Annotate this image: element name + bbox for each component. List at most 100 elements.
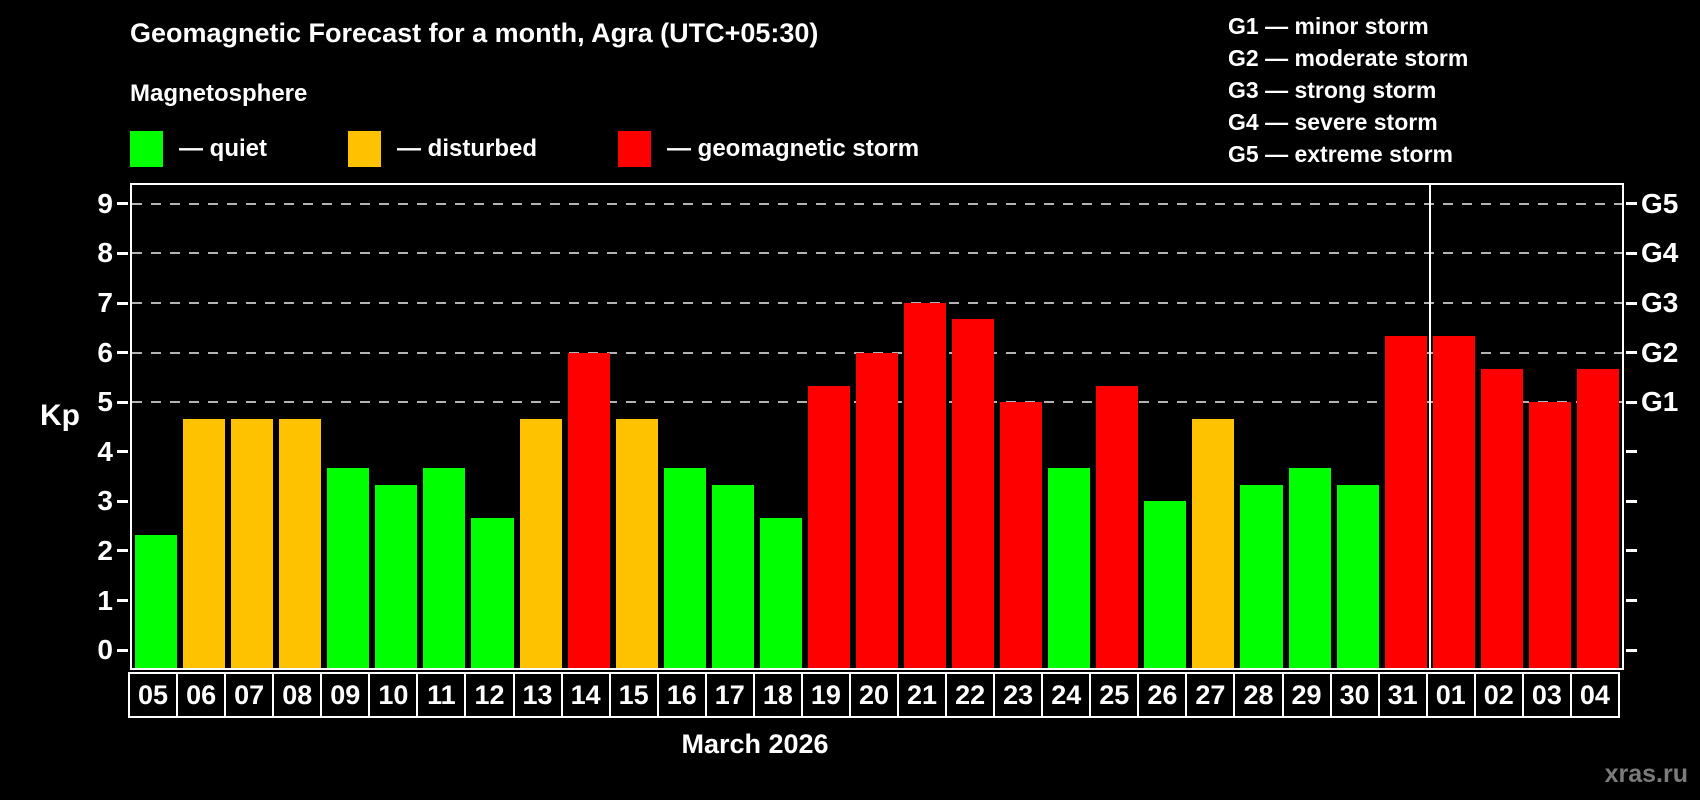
axis-tick-tick-right-kp5 <box>1626 400 1637 404</box>
axis-tick-tick-right-kp9 <box>1626 202 1637 206</box>
kp-bar-day-13 <box>519 418 562 668</box>
day-label-22: 22 <box>945 672 996 718</box>
kp-bar-day-12 <box>471 517 514 668</box>
day-label-10: 10 <box>368 672 419 718</box>
kp-bar-day-19 <box>807 385 850 668</box>
day-label-13: 13 <box>512 672 563 718</box>
g-axis-label-G5: G5 <box>1641 187 1679 219</box>
axis-tick-tick-left-kp6 <box>117 351 128 355</box>
gridline-kp9 <box>132 202 1622 205</box>
kp-bar-day-11 <box>423 468 466 668</box>
kp-bar-day-06 <box>183 418 226 668</box>
legend-item-disturbed: — disturbed <box>348 131 537 167</box>
y-axis-label-9: 9 <box>97 187 113 219</box>
day-label-25: 25 <box>1089 672 1140 718</box>
axis-tick-tick-left-kp4 <box>117 450 128 454</box>
kp-bar-day-24 <box>1048 468 1091 668</box>
g-scale-legend: G1 — minor storm G2 — moderate storm G3 … <box>1228 10 1468 170</box>
kp-bar-day-15 <box>615 418 658 668</box>
storm-color-swatch <box>618 131 651 167</box>
gridline-kp7 <box>132 302 1622 305</box>
y-axis-label-6: 6 <box>97 336 113 368</box>
month-boundary-line <box>1428 185 1431 668</box>
disturbed-color-swatch <box>348 131 381 167</box>
kp-bar-day-07 <box>231 418 274 668</box>
day-label-20: 20 <box>848 672 899 718</box>
axis-tick-tick-right-kp0 <box>1626 648 1637 652</box>
y-axis-label-7: 7 <box>97 287 113 319</box>
kp-bar-day-22 <box>952 319 995 668</box>
kp-bar-day-26 <box>1144 501 1187 668</box>
y-axis-label-8: 8 <box>97 237 113 269</box>
axis-tick-tick-left-kp8 <box>117 251 128 255</box>
axis-tick-tick-left-kp3 <box>117 499 128 503</box>
day-label-23: 23 <box>993 672 1044 718</box>
kp-bar-day-18 <box>759 517 802 668</box>
quiet-color-swatch <box>130 131 163 167</box>
axis-tick-tick-right-kp4 <box>1626 450 1637 454</box>
g2-legend-line: G2 — moderate storm <box>1228 45 1469 71</box>
plot-canvas: 0 1 2 3 4 5 6 7 8 9 G1 G2 G3 G4 G5 <box>97 185 1678 668</box>
day-label-26: 26 <box>1137 672 1188 718</box>
kp-bar-day-08 <box>279 418 322 668</box>
kp-bar-day-31 <box>1384 336 1427 668</box>
day-label-19: 19 <box>800 672 851 718</box>
g-axis-label-G2: G2 <box>1641 336 1679 368</box>
kp-bar-day-09 <box>327 468 370 668</box>
kp-bar-day-04 <box>1576 368 1619 668</box>
day-label-30: 30 <box>1329 672 1380 718</box>
axis-tick-tick-left-kp2 <box>117 549 128 553</box>
kp-bar-day-17 <box>711 485 754 668</box>
y-axis-label-3: 3 <box>97 485 113 517</box>
g3-legend-line: G3 — strong storm <box>1228 77 1437 103</box>
kp-bar-day-02 <box>1480 368 1523 668</box>
day-label-17: 17 <box>704 672 755 718</box>
axis-tick-tick-left-kp7 <box>117 301 128 305</box>
kp-bar-day-25 <box>1096 385 1139 668</box>
g5-legend-line: G5 — extreme storm <box>1228 141 1453 167</box>
legend-label-disturbed: — disturbed <box>397 135 538 162</box>
axis-tick-tick-right-kp6 <box>1626 351 1637 355</box>
day-label-01: 01 <box>1425 672 1476 718</box>
kp-bar-day-29 <box>1288 468 1331 668</box>
kp-axis-title: Kp <box>40 399 80 432</box>
x-axis-day-row: 05 06 07 08 09 10 11 12 13 14 15 16 17 18 19 20 21 22 23 24… <box>128 672 1620 718</box>
g-axis-label-G3: G3 <box>1641 287 1679 319</box>
kp-bar-day-21 <box>904 303 947 668</box>
kp-bar-day-23 <box>1000 402 1043 668</box>
axis-tick-tick-right-kp8 <box>1626 251 1637 255</box>
kp-bar-day-03 <box>1528 402 1571 668</box>
g-axis-label-G1: G1 <box>1641 386 1679 418</box>
axis-tick-tick-right-kp7 <box>1626 301 1637 305</box>
legend-label-storm: — geomagnetic storm <box>667 135 920 162</box>
legend-item-storm: — geomagnetic storm <box>618 131 919 167</box>
day-label-04: 04 <box>1569 672 1620 718</box>
axis-tick-tick-right-kp3 <box>1626 499 1637 503</box>
y-axis-label-4: 4 <box>97 435 113 467</box>
month-label: March 2026 <box>681 729 829 759</box>
day-label-06: 06 <box>176 672 227 718</box>
chart-title: Geomagnetic Forecast for a month, Agra (… <box>130 18 819 48</box>
kp-bar-day-05 <box>135 534 178 668</box>
g-axis-label-G4: G4 <box>1641 237 1679 269</box>
kp-bar-day-30 <box>1336 485 1379 668</box>
axis-tick-tick-left-kp9 <box>117 202 128 206</box>
gridline-kp6 <box>132 351 1622 354</box>
watermark: xras.ru <box>1604 760 1688 788</box>
axis-tick-tick-right-kp1 <box>1626 599 1637 603</box>
day-label-21: 21 <box>897 672 948 718</box>
kp-bar-day-28 <box>1240 485 1283 668</box>
day-label-08: 08 <box>272 672 323 718</box>
kp-bar-day-14 <box>567 352 610 668</box>
plot-area: 0 1 2 3 4 5 6 7 8 9 G1 G2 G3 G4 G5 <box>97 183 1678 670</box>
day-label-14: 14 <box>560 672 611 718</box>
y-axis-label-1: 1 <box>97 584 113 616</box>
gridline-kp8 <box>132 252 1622 255</box>
y-axis-label-5: 5 <box>97 386 113 418</box>
kp-bar-day-10 <box>375 485 418 668</box>
legend-item-quiet: — quiet <box>130 131 267 167</box>
day-label-28: 28 <box>1233 672 1284 718</box>
g4-legend-line: G4 — severe storm <box>1228 109 1438 135</box>
day-label-29: 29 <box>1281 672 1332 718</box>
